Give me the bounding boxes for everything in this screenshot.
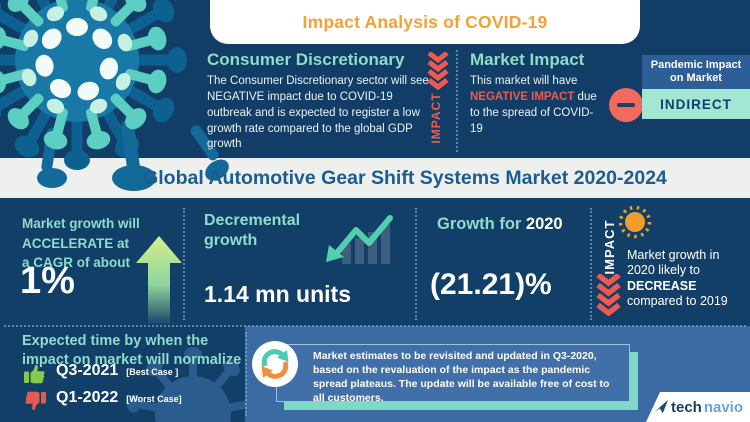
growth-2020-value: (21.21)% bbox=[430, 268, 552, 301]
impact-vertical-label-bottom: IMPACT bbox=[602, 219, 617, 275]
decremental-value: 1.14 mn units bbox=[204, 281, 351, 307]
decremental-label: Decremental growth bbox=[204, 212, 301, 249]
market-impact-body: This market will have NEGATIVE IMPACT du… bbox=[470, 74, 605, 137]
pandemic-badge-label: Pandemic Impact on Market bbox=[642, 55, 750, 89]
impact-body: Market growth in 2020 likely to DECREASE… bbox=[627, 248, 741, 309]
growth-label-plain: Growth for bbox=[437, 215, 526, 233]
impact-body-highlight: DECREASE bbox=[627, 278, 697, 293]
best-case-note: [Best Case ] bbox=[126, 367, 179, 377]
best-case-row: Q3-2021 [Best Case ] bbox=[22, 362, 178, 386]
bottom-left-band bbox=[0, 326, 245, 422]
brand-text-navio: navio bbox=[703, 398, 744, 416]
mid-divider-1 bbox=[183, 208, 185, 320]
virus-dot-icon bbox=[618, 205, 652, 239]
brand-text-tech: tech bbox=[670, 398, 702, 416]
mid-divider-2 bbox=[415, 208, 417, 320]
growth-label-year: 2020 bbox=[525, 215, 563, 233]
negative-impact-icon bbox=[609, 88, 643, 122]
mid-bottom-divider bbox=[4, 325, 746, 327]
brand-logo: tech navio bbox=[646, 392, 750, 422]
update-cycle-icon bbox=[252, 341, 298, 387]
normalize-title: Expected time by when the impact on mark… bbox=[22, 333, 242, 368]
technavio-dart-icon bbox=[653, 399, 669, 414]
bottom-divider bbox=[245, 332, 247, 416]
thumb-up-icon bbox=[24, 365, 45, 384]
best-case-quarter: Q3-2021 bbox=[56, 362, 119, 379]
impact-vertical-label-top: IMPACT bbox=[429, 92, 443, 144]
worst-case-quarter: Q1-2022 bbox=[56, 389, 119, 406]
mid-divider-3 bbox=[590, 208, 592, 320]
faint-virus-icon bbox=[125, 347, 245, 422]
worst-case-note: [Worst Case] bbox=[126, 394, 182, 404]
page-title: Impact Analysis of COVID-19 bbox=[302, 11, 548, 32]
impact-body-after: compared to 2019 bbox=[627, 293, 728, 308]
top-divider bbox=[456, 50, 458, 152]
growth-up-arrow-icon bbox=[136, 236, 182, 324]
worst-case-row: Q1-2022 [Worst Case] bbox=[22, 389, 182, 413]
coronavirus-icon bbox=[0, 0, 229, 191]
cagr-lead: Market growth will ACCELERATE at a CAGR … bbox=[22, 216, 140, 271]
impact-down-chevrons-bottom-icon bbox=[596, 274, 621, 316]
cagr-value: 1% bbox=[20, 260, 75, 302]
market-impact-title: Market Impact bbox=[470, 50, 585, 69]
consumer-title: Consumer Discretionary bbox=[207, 50, 405, 69]
declining-chart-icon bbox=[326, 215, 393, 264]
market-body-before: This market will have bbox=[470, 75, 578, 87]
growth-2020-label: Growth for 2020 bbox=[437, 215, 563, 234]
market-body-highlight: NEGATIVE IMPACT bbox=[470, 90, 575, 103]
thumb-down-icon bbox=[25, 391, 46, 410]
impact-down-chevrons-icon bbox=[427, 52, 449, 90]
header-box: Impact Analysis of COVID-19 bbox=[210, 0, 640, 44]
market-body-after: due to the spread of COVID-19 bbox=[470, 90, 597, 135]
consumer-body: The Consumer Discretionary sector will s… bbox=[207, 75, 429, 151]
update-note: Market estimates to be revisited and upd… bbox=[276, 344, 630, 404]
pandemic-badge-value: INDIRECT bbox=[642, 89, 750, 119]
impact-body-before: Market growth in 2020 likely to bbox=[627, 248, 720, 278]
market-title: Global Automotive Gear Shift Systems Mar… bbox=[143, 166, 667, 189]
